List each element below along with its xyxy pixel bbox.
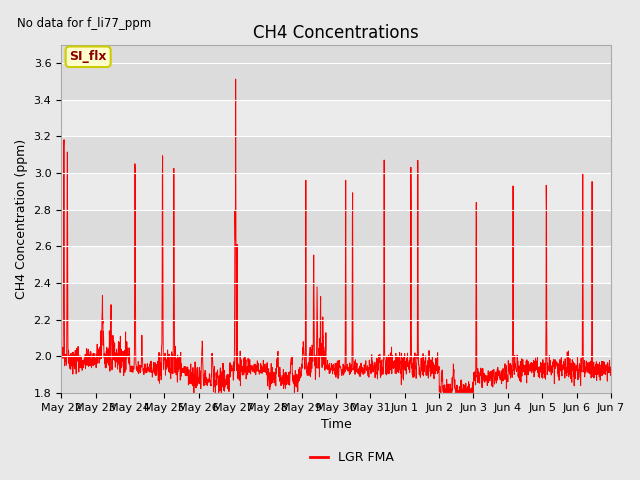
- Text: No data for f_li77_ppm: No data for f_li77_ppm: [17, 17, 152, 30]
- Bar: [61, 100, 611, 136]
- Legend: LGR FMA: LGR FMA: [305, 446, 399, 469]
- Title: CH4 Concentrations: CH4 Concentrations: [253, 24, 419, 42]
- Text: SI_flx: SI_flx: [69, 50, 107, 63]
- Bar: [61, 320, 611, 357]
- Bar: [61, 246, 611, 283]
- Y-axis label: CH4 Concentration (ppm): CH4 Concentration (ppm): [15, 139, 28, 299]
- Bar: [61, 173, 611, 210]
- X-axis label: Time: Time: [321, 419, 351, 432]
